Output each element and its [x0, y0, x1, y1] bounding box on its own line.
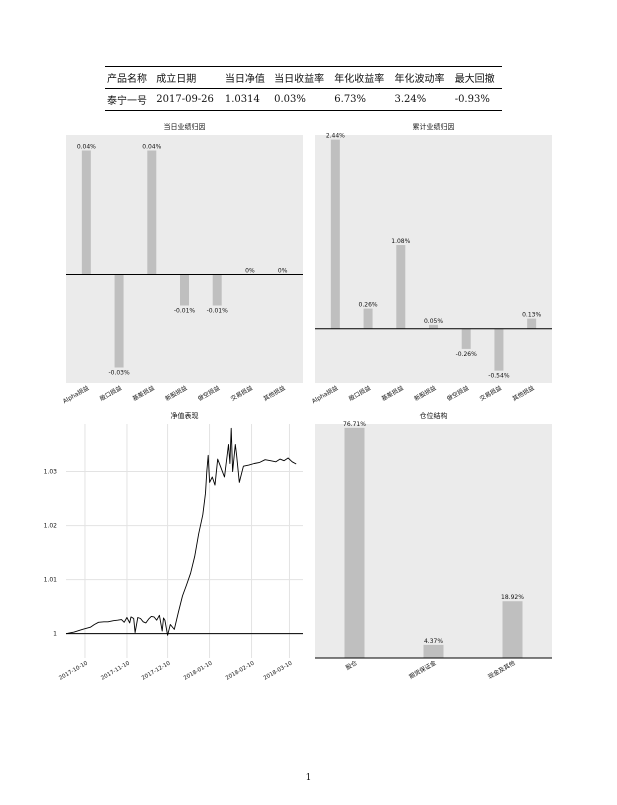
category-label-6: 其他损益: [511, 384, 536, 403]
bar-value-label-1: -0.03%: [108, 370, 130, 377]
cumulative-attribution-svg: 2.44% Alpha损益 0.26% 敞口损益 1.08% 基差损益 0.05% 新股损益 -…: [310, 133, 552, 405]
cell-nav: 1.0314: [224, 94, 260, 105]
plot-background: [66, 135, 303, 383]
header-annual-volatility: 年化波动率: [394, 74, 445, 85]
cell-product-name: 泰宁一号: [107, 96, 147, 107]
category-label-2: 基差损益: [380, 384, 405, 403]
x-tick-label-2: 2017-12-10: [141, 660, 172, 681]
cumulative-attribution-title: 累计业绩归因: [412, 123, 455, 131]
bar-0: [344, 427, 365, 658]
summary-table: 产品名称 成立日期 当日净值 当日收益率 年化收益率 年化波动率 最大回撤 泰宁…: [105, 66, 502, 111]
category-label-6: 其他损益: [262, 384, 287, 403]
nav-performance-svg: 1 1.01 1.02 1.03 2017-10-10 2017-11-10 2017-12…: [44, 424, 303, 682]
bar-value-label-0: 0.04%: [77, 144, 96, 151]
cell-annual-return: 6.73%: [334, 94, 367, 105]
bar-2: [502, 601, 523, 658]
x-tick-label-4: 2018-02-10: [225, 660, 256, 681]
bar-0: [81, 150, 91, 275]
bar-value-label-6: 0.13%: [522, 312, 541, 319]
bar-value-label-4: -0.26%: [456, 351, 478, 358]
bar-3: [180, 274, 189, 306]
plot-background: [315, 135, 552, 383]
nav-performance-chart: 净值表现 1 1.01 1.02 1.03 2017-10-10 2017-11-10 20…: [44, 412, 303, 694]
bar-0: [330, 139, 340, 329]
daily-attribution-svg: 0.04% Alpha损益 -0.03% 敞口损益 0.04% 基差损益 -0.01% 新股损…: [61, 135, 303, 405]
cell-max-drawdown: -0.93%: [454, 94, 490, 105]
x-tick-label-1: 2017-11-10: [100, 660, 131, 681]
header-annual-return: 年化收益率: [334, 74, 385, 85]
category-label-1: 敞口损益: [347, 384, 372, 403]
category-label-4: 做空损益: [196, 384, 221, 403]
nav-performance-title: 净值表现: [170, 412, 199, 420]
daily-attribution-title: 当日业绩归因: [163, 123, 206, 131]
header-nav: 当日净值: [224, 74, 265, 85]
bar-value-label-3: 0.05%: [424, 318, 443, 325]
plot-background: [66, 424, 303, 658]
position-structure-chart: 仓位结构 76.71% 股仓 4.37% 期货保证金 18.92% 现金及其他: [315, 412, 552, 694]
category-label-0: Alpha损益: [310, 384, 339, 405]
category-label-3: 新股损益: [413, 384, 438, 403]
category-label-4: 做空损益: [445, 384, 470, 403]
bar-value-label-0: 2.44%: [326, 133, 345, 140]
cell-inception-date: 2017-09-26: [156, 94, 214, 105]
bar-2: [396, 245, 406, 329]
bar-value-label-1: 0.26%: [359, 302, 378, 309]
category-label-0: Alpha损益: [61, 384, 90, 405]
bar-value-label-3: -0.01%: [174, 308, 196, 315]
bar-value-label-2: 1.08%: [391, 238, 410, 245]
x-tick-label-0: 2017-10-10: [58, 660, 89, 681]
header-max-drawdown: 最大回撤: [454, 74, 495, 85]
summary-data-row: 泰宁一号 2017-09-26 1.0314 0.03% 6.73% 3.24%…: [105, 89, 502, 111]
bar-3: [429, 324, 438, 329]
cumulative-attribution-chart: 累计业绩归因 2.44% Alpha损益 0.26% 敞口损益 1.08% 基差损益 0.0…: [310, 123, 552, 405]
summary-header-row: 产品名称 成立日期 当日净值 当日收益率 年化收益率 年化波动率 最大回撤: [105, 66, 502, 89]
header-product-name: 产品名称: [107, 74, 147, 85]
bar-1: [423, 644, 444, 658]
y-tick-label-3: 1.03: [44, 469, 58, 476]
position-structure-title: 仓位结构: [419, 412, 448, 420]
header-inception-date: 成立日期: [156, 74, 197, 85]
bar-value-label-2: 0.04%: [142, 144, 161, 151]
y-tick-label-2: 1.02: [44, 523, 58, 530]
bar-value-label-5: -0.54%: [488, 373, 510, 380]
bar-1: [114, 274, 124, 368]
category-label-0: 股仓: [344, 659, 358, 672]
header-daily-return: 当日收益率: [274, 74, 325, 85]
y-tick-label-0: 1: [53, 631, 57, 638]
cell-daily-return: 0.03%: [274, 94, 306, 105]
y-tick-label-1: 1.01: [44, 577, 58, 584]
page-number: 1: [305, 773, 312, 783]
x-tick-label-3: 2018-01-10: [183, 660, 214, 681]
cell-annual-volatility: 3.24%: [394, 94, 427, 105]
category-label-1: 敞口损益: [98, 384, 123, 403]
bar-5: [494, 328, 504, 371]
bar-value-label-5: 0%: [245, 268, 255, 275]
category-label-2: 基差损益: [131, 384, 156, 403]
bar-6: [527, 318, 537, 329]
category-label-5: 交易损益: [229, 384, 254, 403]
nav-series-line: [65, 427, 297, 636]
bar-value-label-2: 18.92%: [501, 594, 524, 601]
position-structure-svg: 76.71% 股仓 4.37% 期货保证金 18.92% 现金及其他: [315, 421, 552, 681]
bar-value-label-0: 76.71%: [343, 421, 366, 428]
x-tick-label-5: 2018-03-10: [263, 660, 294, 681]
bar-value-label-1: 4.37%: [424, 638, 443, 645]
bar-2: [147, 150, 157, 275]
category-label-5: 交易损益: [478, 384, 503, 403]
bar-value-label-4: -0.01%: [207, 308, 229, 315]
daily-attribution-chart: 当日业绩归因 0.04% Alpha损益 -0.03% 敞口损益 0.04% 基差损益 -0…: [61, 123, 303, 405]
bar-4: [461, 328, 471, 349]
bar-1: [363, 308, 373, 329]
bar-value-label-6: 0%: [278, 268, 288, 275]
bar-4: [212, 274, 222, 306]
category-label-2: 现金及其他: [487, 659, 517, 681]
category-label-3: 新股损益: [164, 384, 189, 403]
category-label-1: 期货保证金: [408, 659, 438, 681]
